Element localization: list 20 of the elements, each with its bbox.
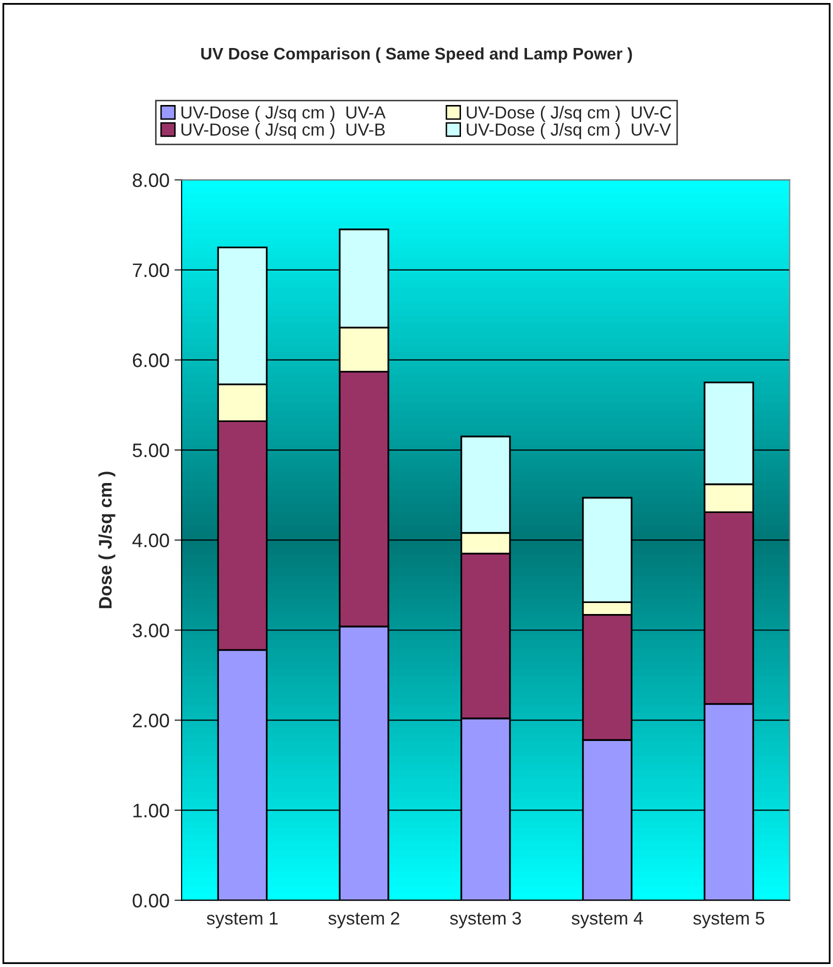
x-tick-label: system 5 xyxy=(693,912,764,928)
x-tick-label: system 2 xyxy=(328,912,400,928)
y-tick-label: 2.00 xyxy=(132,714,170,728)
legend-label: UV-Dose ( J/sq cm ) UV-A xyxy=(182,106,386,122)
y-tick-label: 0.00 xyxy=(132,894,170,908)
x-tick-label: system 3 xyxy=(450,912,521,928)
x-tick-label: system 4 xyxy=(572,912,643,928)
y-axis-title: Dose ( J/sq cm ) xyxy=(98,472,116,608)
chart-title: UV Dose Comparison ( Same Speed and Lamp Power ) xyxy=(201,47,632,63)
y-tick-label: 6.00 xyxy=(132,353,170,368)
y-tick-label: 1.00 xyxy=(133,804,170,818)
y-tick-label: 4.00 xyxy=(132,534,170,548)
y-tick-label: 8.00 xyxy=(132,173,170,188)
y-tick-label: 5.00 xyxy=(132,443,170,458)
y-tick-label: 3.00 xyxy=(132,624,170,638)
legend-label: UV-Dose ( J/sq cm ) UV-C xyxy=(466,106,672,122)
y-tick-label: 7.00 xyxy=(132,263,170,278)
legend-label: UV-Dose ( J/sq cm ) UV-V xyxy=(466,122,671,140)
legend-label: UV-Dose ( J/sq cm ) UV-B xyxy=(182,122,385,140)
x-tick-label: system 1 xyxy=(206,912,278,928)
